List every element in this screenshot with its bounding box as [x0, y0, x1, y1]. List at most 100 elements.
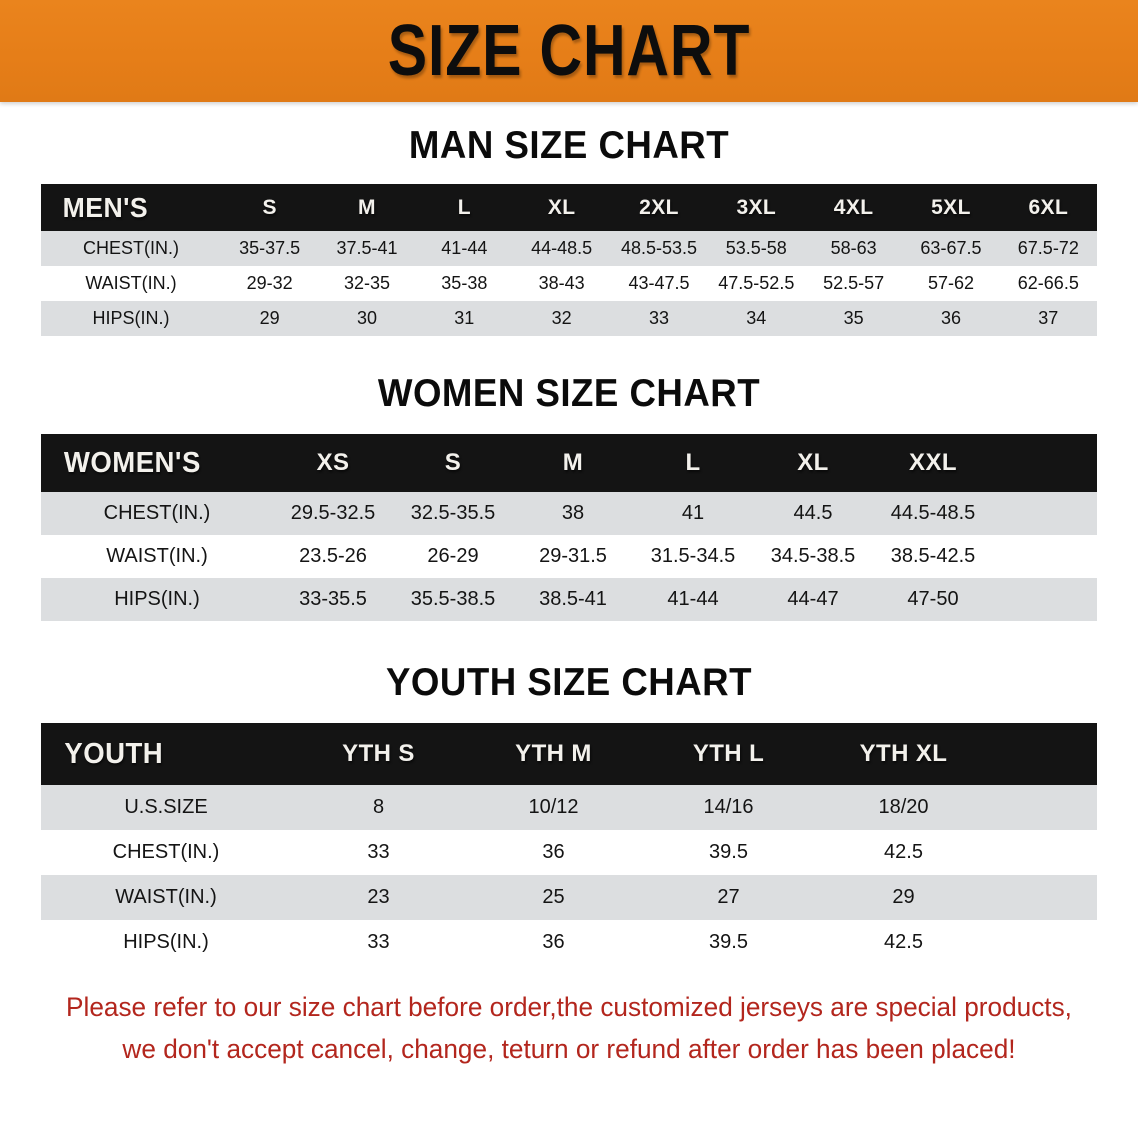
women-hips-spacer	[993, 578, 1097, 621]
man-row-label-chest: CHEST(IN.)	[41, 231, 221, 266]
man-hips-m: 30	[318, 301, 416, 336]
man-col-header-5: 3XL	[707, 184, 805, 231]
women-col-header-2: M	[513, 434, 633, 492]
women-waist-s: 26-29	[393, 535, 513, 578]
man-col-header-6: 4XL	[804, 184, 903, 231]
man-table-header-row: MEN'S S M L XL 2XL 3XL 4XL 5XL 6XL	[41, 184, 1097, 231]
table-row: U.S.SIZE 8 10/12 14/16 18/20	[41, 785, 1097, 830]
page-banner: SIZE CHART	[0, 0, 1138, 102]
youth-size-table: YOUTH YTH S YTH M YTH L YTH XL U.S.SIZE …	[41, 723, 1097, 965]
youth-col-header-3: YTH XL	[816, 723, 991, 785]
women-col-header-0: XS	[273, 434, 393, 492]
youth-table-header-row: YOUTH YTH S YTH M YTH L YTH XL	[41, 723, 1097, 785]
man-col-header-4: 2XL	[610, 184, 708, 231]
youth-hips-l: 39.5	[641, 920, 816, 965]
man-waist-m: 32-35	[318, 266, 416, 301]
women-waist-m: 29-31.5	[513, 535, 633, 578]
youth-waist-m: 25	[466, 875, 641, 920]
youth-row-label-chest: CHEST(IN.)	[41, 830, 291, 875]
man-chest-2xl: 48.5-53.5	[610, 231, 708, 266]
table-row: HIPS(IN.) 33-35.5 35.5-38.5 38.5-41 41-4…	[41, 578, 1097, 621]
man-hips-3xl: 34	[707, 301, 805, 336]
man-chest-l: 41-44	[415, 231, 513, 266]
footer-disclaimer: Please refer to our size chart before or…	[55, 987, 1083, 1071]
man-hips-5xl: 36	[902, 301, 1000, 336]
youth-ussize-s: 8	[291, 785, 466, 830]
women-col-header-5: XXL	[873, 434, 993, 492]
youth-waist-s: 23	[291, 875, 466, 920]
footer-line-2: we don't accept cancel, change, teturn o…	[122, 1033, 1016, 1064]
man-section-title: MAN SIZE CHART	[408, 124, 730, 167]
women-table-header-row: WOMEN'S XS S M L XL XXL	[41, 434, 1097, 492]
women-hips-l: 41-44	[633, 578, 753, 621]
table-row: WAIST(IN.) 23.5-26 26-29 29-31.5 31.5-34…	[41, 535, 1097, 578]
youth-ussize-spacer	[991, 785, 1097, 830]
women-row-label-chest: CHEST(IN.)	[41, 492, 273, 535]
youth-hips-xl: 42.5	[816, 920, 991, 965]
man-col-header-3: XL	[512, 184, 611, 231]
women-hips-s: 35.5-38.5	[393, 578, 513, 621]
women-waist-xl: 34.5-38.5	[753, 535, 873, 578]
women-chest-xl: 44.5	[753, 492, 873, 535]
man-col-header-7: 5XL	[902, 184, 1000, 231]
women-waist-spacer	[993, 535, 1097, 578]
man-col-header-1: M	[318, 184, 416, 231]
man-waist-4xl: 52.5-57	[804, 266, 903, 301]
man-waist-5xl: 57-62	[902, 266, 1000, 301]
youth-waist-spacer	[991, 875, 1097, 920]
youth-waist-l: 27	[641, 875, 816, 920]
youth-chest-m: 36	[466, 830, 641, 875]
youth-chest-l: 39.5	[641, 830, 816, 875]
women-chest-xxl: 44.5-48.5	[873, 492, 993, 535]
man-waist-2xl: 43-47.5	[610, 266, 708, 301]
youth-col-header-1: YTH M	[466, 723, 641, 785]
man-chest-xl: 44-48.5	[512, 231, 611, 266]
youth-hips-spacer	[991, 920, 1097, 965]
women-chest-xs: 29.5-32.5	[273, 492, 393, 535]
man-chest-4xl: 58-63	[804, 231, 903, 266]
women-chest-l: 41	[633, 492, 753, 535]
man-chest-m: 37.5-41	[318, 231, 416, 266]
women-section-title: WOMEN SIZE CHART	[377, 372, 761, 415]
man-hips-4xl: 35	[804, 301, 903, 336]
youth-chest-spacer	[991, 830, 1097, 875]
man-hips-l: 31	[415, 301, 513, 336]
youth-row-label-header: YOUTH	[47, 723, 285, 785]
youth-ussize-m: 10/12	[466, 785, 641, 830]
women-col-header-3: L	[633, 434, 753, 492]
women-waist-xxl: 38.5-42.5	[873, 535, 993, 578]
women-chest-s: 32.5-35.5	[393, 492, 513, 535]
youth-section-title: YOUTH SIZE CHART	[386, 661, 752, 704]
table-row: CHEST(IN.) 33 36 39.5 42.5	[41, 830, 1097, 875]
youth-row-label-ussize: U.S.SIZE	[41, 785, 291, 830]
man-row-label-waist: WAIST(IN.)	[41, 266, 221, 301]
footer-line-1: Please refer to our size chart before or…	[66, 992, 1072, 1022]
banner-title: SIZE CHART	[387, 11, 751, 91]
women-row-label-waist: WAIST(IN.)	[41, 535, 273, 578]
man-hips-s: 29	[221, 301, 319, 336]
man-hips-6xl: 37	[999, 301, 1097, 336]
youth-hips-s: 33	[291, 920, 466, 965]
man-chart-wrap: MEN'S S M L XL 2XL 3XL 4XL 5XL 6XL CHEST…	[41, 184, 1097, 336]
man-col-header-0: S	[221, 184, 319, 231]
women-chest-spacer	[993, 492, 1097, 535]
youth-row-label-waist: WAIST(IN.)	[41, 875, 291, 920]
table-row: HIPS(IN.) 29 30 31 32 33 34 35 36 37	[41, 301, 1097, 336]
women-hips-xs: 33-35.5	[273, 578, 393, 621]
women-row-label-header: WOMEN'S	[46, 434, 268, 492]
man-waist-6xl: 62-66.5	[999, 266, 1097, 301]
man-chest-6xl: 67.5-72	[999, 231, 1097, 266]
youth-col-header-2: YTH L	[641, 723, 816, 785]
table-row: WAIST(IN.) 29-32 32-35 35-38 38-43 43-47…	[41, 266, 1097, 301]
man-row-label-hips: HIPS(IN.)	[41, 301, 221, 336]
man-col-header-8: 6XL	[999, 184, 1097, 231]
man-hips-xl: 32	[512, 301, 611, 336]
women-waist-xs: 23.5-26	[273, 535, 393, 578]
women-size-table: WOMEN'S XS S M L XL XXL CHEST(IN.) 29.5-…	[41, 434, 1097, 621]
man-size-table: MEN'S S M L XL 2XL 3XL 4XL 5XL 6XL CHEST…	[41, 184, 1097, 336]
women-chest-m: 38	[513, 492, 633, 535]
youth-row-label-hips: HIPS(IN.)	[41, 920, 291, 965]
table-row: CHEST(IN.) 29.5-32.5 32.5-35.5 38 41 44.…	[41, 492, 1097, 535]
youth-waist-xl: 29	[816, 875, 991, 920]
